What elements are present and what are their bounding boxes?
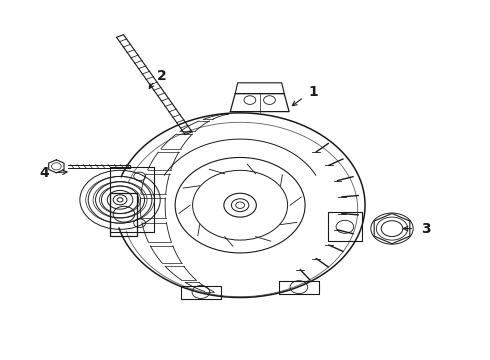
Text: 2: 2 [157,69,167,82]
Text: 4: 4 [39,166,49,180]
Text: 3: 3 [421,222,431,235]
Text: 1: 1 [309,85,318,99]
